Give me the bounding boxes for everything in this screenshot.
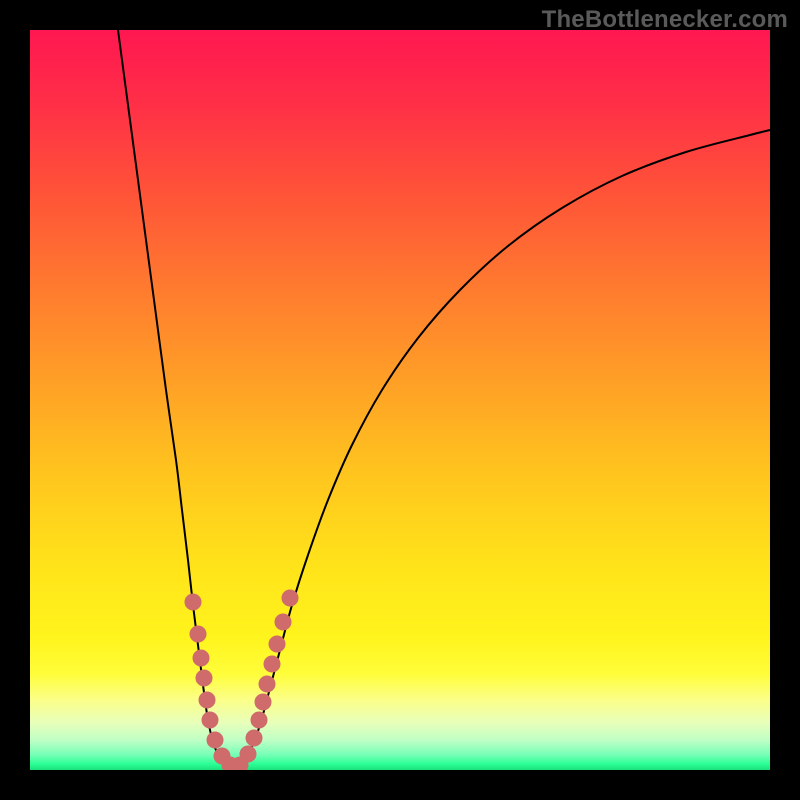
plot-area (30, 30, 770, 770)
data-marker (255, 694, 271, 710)
data-marker (246, 730, 262, 746)
data-marker (199, 692, 215, 708)
gradient-background (30, 30, 770, 770)
data-marker (282, 590, 298, 606)
watermark-text: TheBottlenecker.com (542, 6, 788, 34)
data-marker (251, 712, 267, 728)
data-marker (190, 626, 206, 642)
data-marker (207, 732, 223, 748)
data-marker (185, 594, 201, 610)
data-marker (264, 656, 280, 672)
data-marker (196, 670, 212, 686)
data-marker (269, 636, 285, 652)
data-marker (240, 746, 256, 762)
data-marker (259, 676, 275, 692)
chart-frame: TheBottlenecker.com (0, 0, 800, 800)
data-marker (193, 650, 209, 666)
chart-svg (30, 30, 770, 770)
data-marker (202, 712, 218, 728)
data-marker (275, 614, 291, 630)
